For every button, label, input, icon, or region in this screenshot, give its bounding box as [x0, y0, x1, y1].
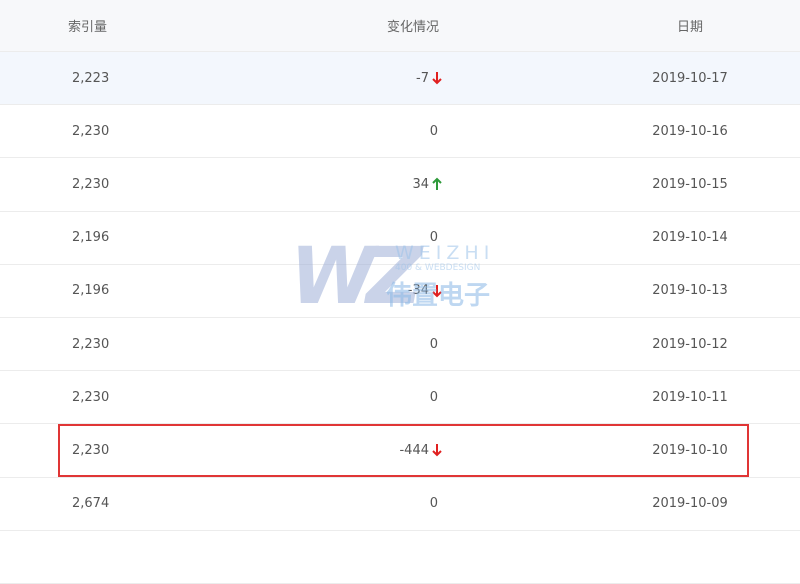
header-cell: 日期	[600, 0, 780, 51]
table-row: 2,230 0 2019-10-11	[0, 371, 800, 425]
change-value: 0	[429, 496, 438, 512]
change-value: -34	[407, 283, 429, 299]
change-cell: 0	[430, 371, 443, 423]
change-cell: -7	[416, 52, 443, 104]
table-row: 2,230 0 2019-10-16	[0, 105, 800, 159]
arrow-down	[432, 72, 442, 85]
change-value: 34	[412, 176, 429, 192]
date-cell: 2019-10-15	[652, 176, 728, 192]
arrow-down	[432, 444, 442, 457]
change-cell: 34	[412, 158, 443, 210]
date-cell: 2019-10-11	[652, 389, 728, 405]
table-row: 2,674 0 2019-10-09	[0, 478, 800, 531]
change-value: 0	[429, 230, 438, 246]
change-cell: 0	[430, 478, 443, 530]
header-row: 索引量 变化情况 日期	[0, 0, 800, 52]
date-cell: 2019-10-10	[652, 442, 728, 458]
header-text: 索引量	[68, 20, 108, 35]
date-cell: 2019-10-14	[652, 230, 728, 246]
table-row	[0, 531, 800, 584]
change-cell: -34	[408, 265, 443, 317]
table-row: 2,196 0 2019-10-14	[0, 212, 800, 265]
highlight-box	[58, 423, 749, 477]
change-cell: 0	[430, 105, 443, 157]
header-cell: 变化情况	[387, 0, 439, 51]
index-cell: 2,230	[72, 176, 110, 192]
index-cell: 2,230	[72, 123, 110, 139]
index-cell: 2,196	[72, 283, 110, 299]
header-cell: 索引量	[68, 0, 107, 51]
arrow-down	[432, 284, 442, 298]
date-cell: 2019-10-09	[652, 496, 728, 512]
date-cell: 2019-10-16	[652, 123, 728, 139]
table-row: 2,230 -444 2019-10-10	[0, 424, 800, 478]
change-cell: 0	[430, 318, 443, 370]
change-value: 0	[429, 123, 438, 139]
table-row: 2,230 34 2019-10-15	[0, 158, 800, 212]
index-cell: 2,674	[72, 496, 110, 512]
change-value: -444	[399, 442, 429, 458]
change-value: 0	[429, 389, 438, 405]
date-cell: 2019-10-13	[652, 283, 728, 299]
date-cell: 2019-10-17	[652, 70, 728, 86]
header-text: 变化情况	[386, 20, 439, 35]
arrow-up	[432, 178, 442, 191]
change-cell: 0	[430, 212, 443, 264]
header-text: 日期	[676, 20, 703, 35]
change-cell: -444	[399, 424, 443, 476]
table-row: 2,230 0 2019-10-12	[0, 318, 800, 372]
date-cell: 2019-10-12	[652, 336, 728, 352]
index-cell: 2,196	[72, 230, 110, 246]
index-cell: 2,223	[72, 70, 110, 86]
change-value: 0	[429, 336, 438, 352]
table-row: 2,223 -7 2019-10-17	[0, 52, 800, 106]
index-cell: 2,230	[72, 389, 110, 405]
change-value: -7	[416, 70, 429, 86]
table-row: 2,196 -34 2019-10-13	[0, 265, 800, 318]
index-cell: 2,230	[72, 336, 110, 352]
index-cell: 2,230	[72, 442, 110, 458]
